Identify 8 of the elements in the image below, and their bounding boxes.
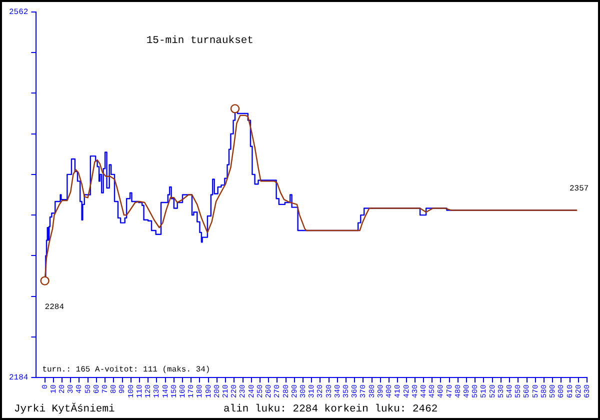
- annotation: turn.: 165 A-voitot: 111 (maks. 34): [42, 366, 210, 375]
- text: Jyrki KytĂśniemi: [14, 402, 115, 416]
- annotation: 2357: [569, 184, 589, 194]
- y-tick-label: 2184: [9, 374, 28, 383]
- text: 15-min turnaukset: [146, 34, 254, 47]
- text: alin luku: 2284 korkein luku: 2462: [223, 404, 438, 416]
- y-tick-label: 2562: [9, 8, 28, 18]
- annotation: 2284: [44, 302, 64, 312]
